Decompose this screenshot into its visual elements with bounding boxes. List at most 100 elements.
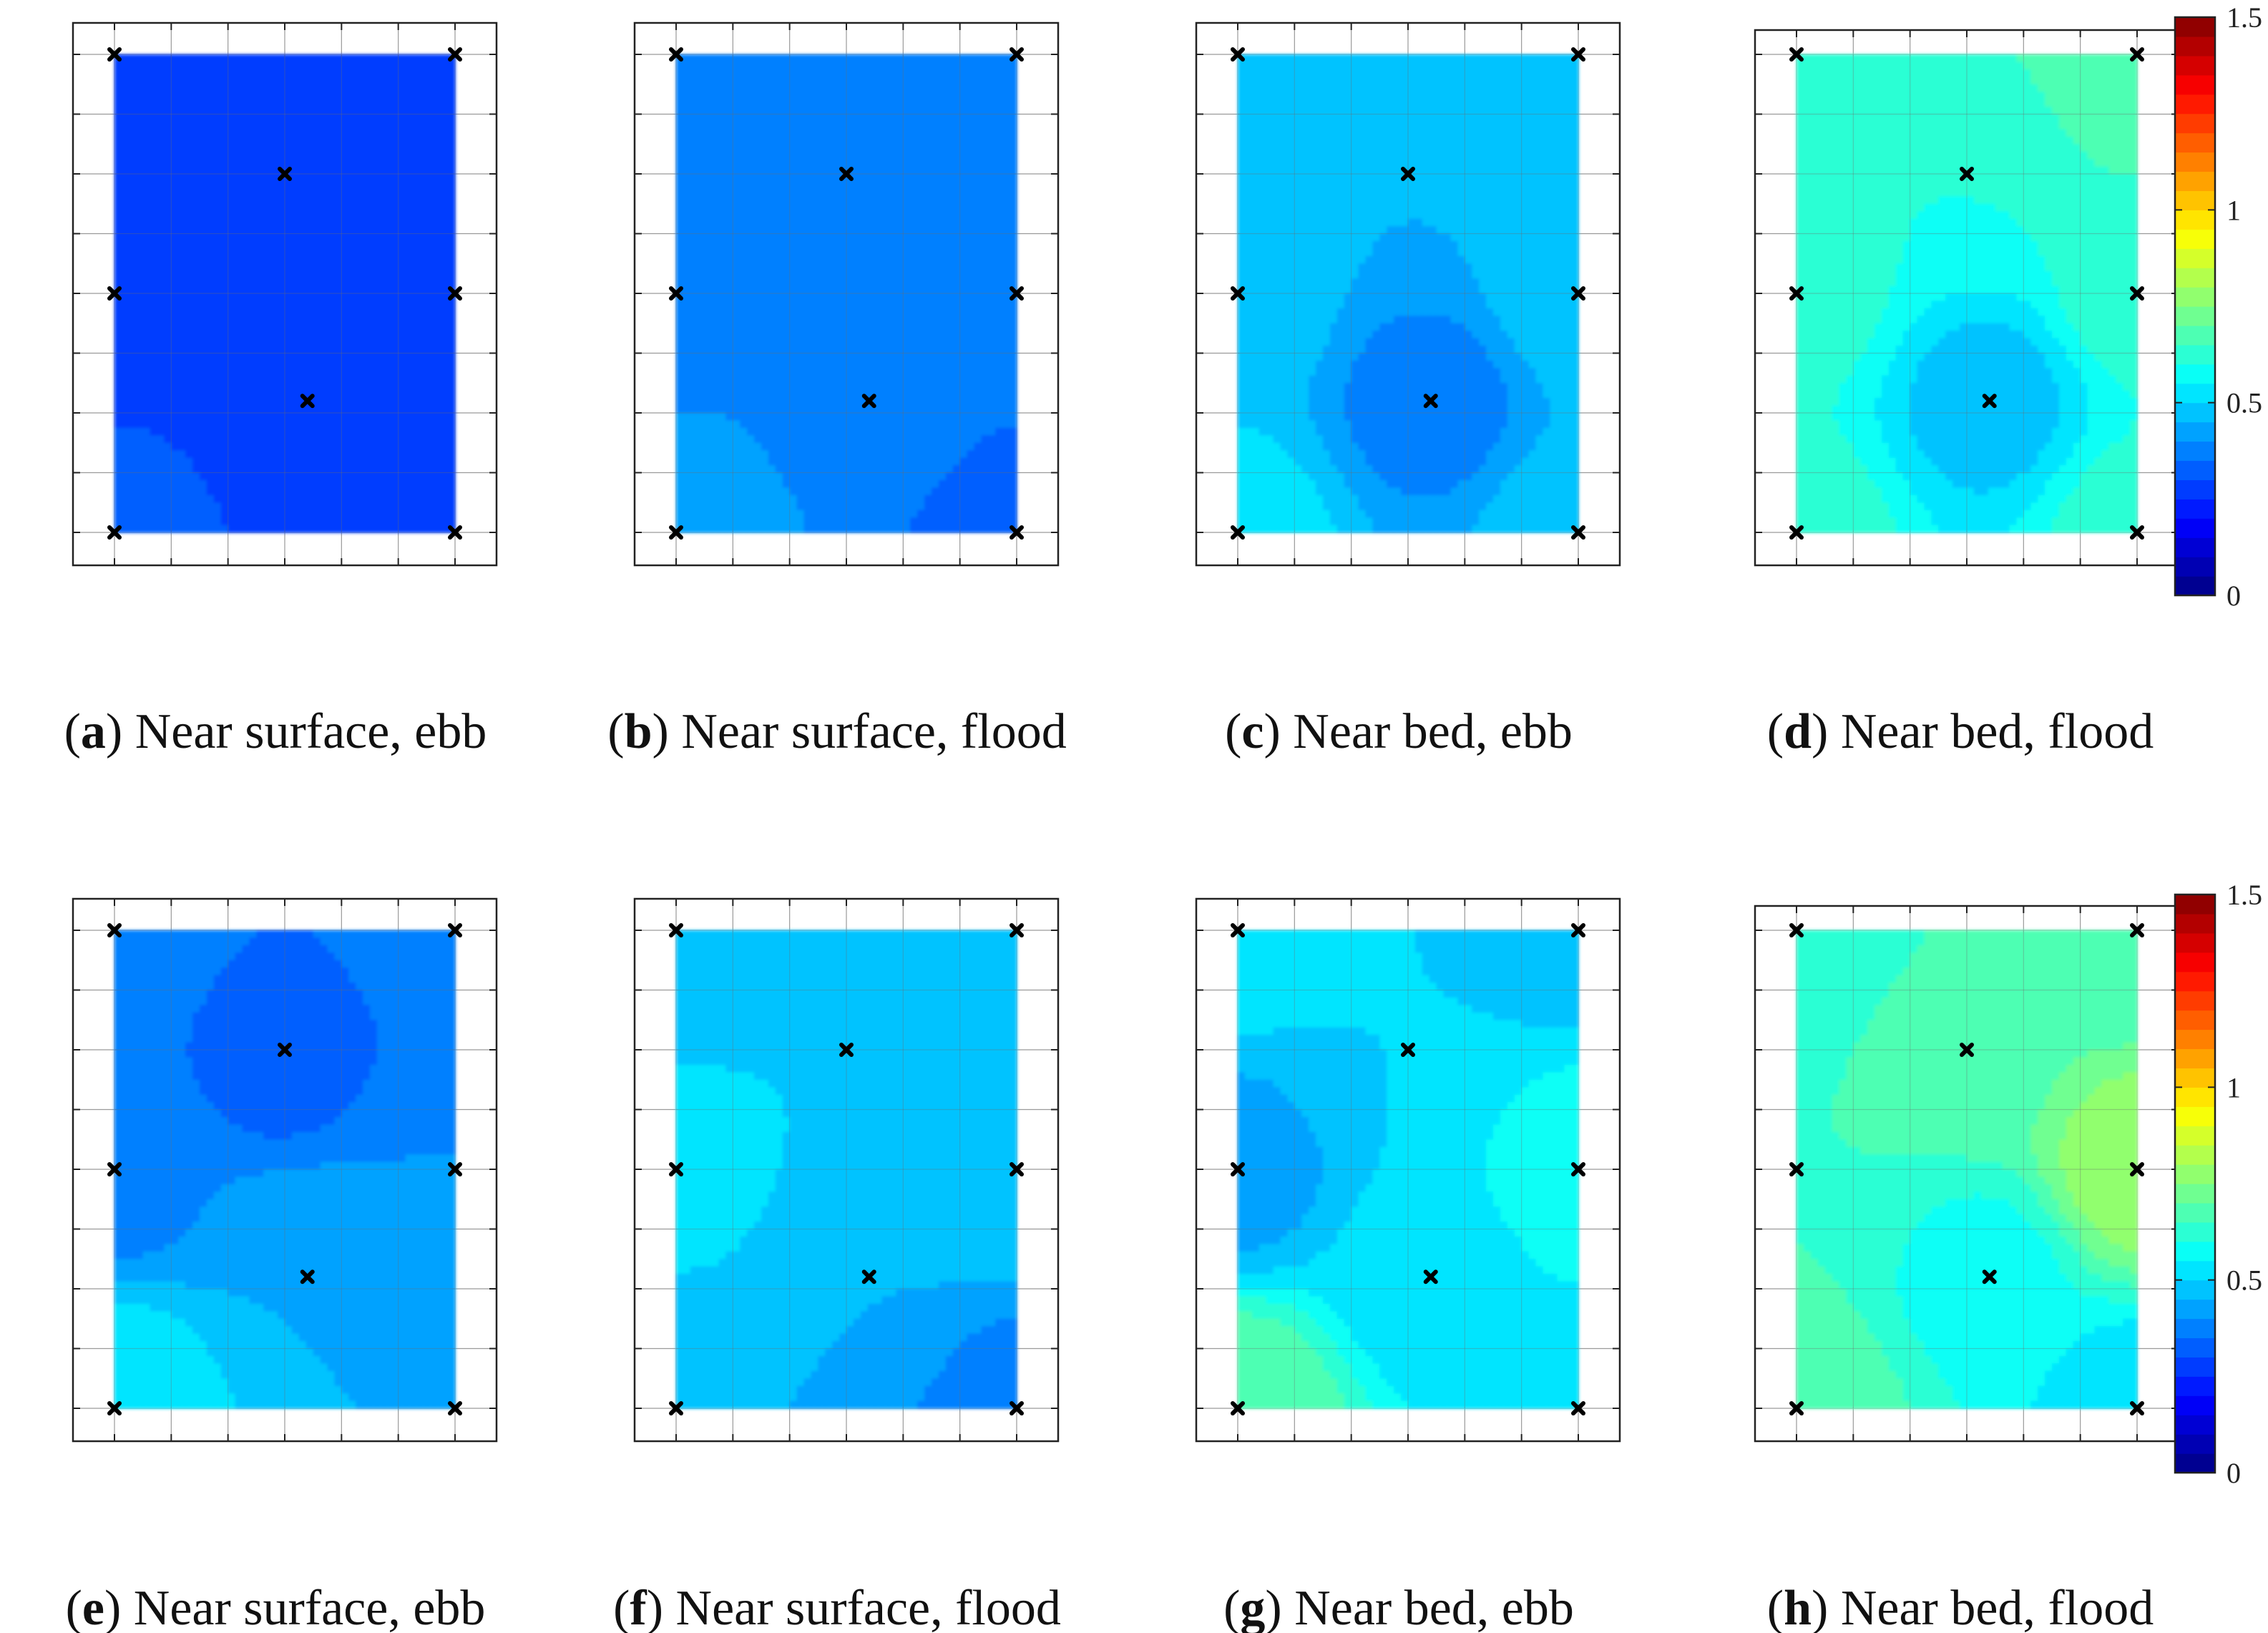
panel-letter: c — [1241, 704, 1263, 759]
colorbar-level — [2175, 479, 2215, 499]
panel-label: Near surface, ebb — [134, 1581, 486, 1633]
panel-grid-overlay — [1797, 54, 2137, 532]
sample-point-marker — [839, 1043, 854, 1057]
colorbar-level — [2175, 1434, 2215, 1454]
sample-point-marker — [1571, 923, 1585, 937]
sample-point-marker — [448, 1162, 462, 1176]
colorbar-level — [2175, 460, 2215, 480]
colorbar-level — [2175, 325, 2215, 346]
panel-letter: h — [1784, 1581, 1812, 1633]
sample-point-marker — [2130, 923, 2144, 937]
panel-caption-f: (f) Near surface, flood — [613, 1581, 1061, 1633]
colorbar-level — [2175, 952, 2215, 973]
contour-field — [1797, 54, 2138, 533]
panel-b — [633, 21, 1060, 567]
colorbar-level — [2175, 383, 2215, 404]
panel-label: Near surface, flood — [681, 704, 1066, 759]
panel-letter: a — [81, 704, 106, 759]
colorbar-level — [2175, 1318, 2215, 1339]
sample-markers — [1789, 923, 2144, 1415]
panel-letter: d — [1784, 704, 1812, 759]
panel-ticks — [73, 899, 497, 1441]
colorbar-level — [2175, 1357, 2215, 1377]
panel-ticks — [635, 23, 1058, 565]
colorbar-level — [2175, 1279, 2215, 1300]
sample-point-marker — [1789, 1401, 1804, 1415]
sample-point-marker — [448, 923, 462, 937]
colorbar-level — [2175, 932, 2215, 953]
colorbar-level — [2175, 441, 2215, 462]
sample-point-marker — [278, 1043, 292, 1057]
colorbar-level — [2175, 113, 2215, 134]
panel-caption-c: (c) Near bed, ebb — [1225, 704, 1573, 759]
contour-field — [1238, 54, 1579, 533]
sample-point-marker — [107, 1401, 122, 1415]
panel-caption-e: (e) Near surface, ebb — [66, 1581, 486, 1633]
panel-caption-g: (g) Near bed, ebb — [1223, 1581, 1574, 1633]
sample-point-marker — [1401, 1043, 1415, 1057]
panel-label: Near bed, ebb — [1294, 1581, 1574, 1633]
contour-field — [1797, 930, 2138, 1409]
sample-point-marker — [107, 923, 122, 937]
colorbar-level — [2175, 1415, 2215, 1435]
sample-point-marker — [1789, 525, 1804, 540]
colorbar-level — [2175, 1106, 2215, 1126]
panel-grid-overlay — [676, 930, 1017, 1408]
colorbar-row-1: 0 0.5 1 1.5 — [2174, 1, 2262, 612]
sample-point-marker — [1010, 286, 1024, 301]
colorbar-level — [2175, 190, 2215, 210]
colorbar-level — [2175, 268, 2215, 288]
colorbar-level — [2175, 1010, 2215, 1030]
sample-point-marker — [1010, 923, 1024, 937]
panel-letter: b — [625, 704, 652, 759]
sample-point-marker — [107, 525, 122, 540]
panel-label: Near bed, flood — [1841, 1581, 2154, 1633]
colorbar-tick-label: 1 — [2227, 194, 2241, 226]
panel-c — [1195, 21, 1621, 567]
panel-letter: e — [82, 1581, 104, 1633]
sample-point-marker — [1010, 47, 1024, 62]
colorbar-level — [2175, 576, 2215, 596]
colorbar-tick-label: 1 — [2227, 1071, 2241, 1103]
sample-markers — [1789, 47, 2144, 540]
sample-point-marker — [1789, 47, 1804, 62]
sample-point-marker — [1010, 1162, 1024, 1176]
colorbar-level — [2175, 287, 2215, 307]
sample-point-marker — [278, 167, 292, 181]
colorbar-level — [2175, 1299, 2215, 1320]
sample-markers — [1231, 47, 1585, 540]
colorbar-level — [2175, 210, 2215, 230]
colorbar-level — [2175, 364, 2215, 384]
sample-point-marker — [2130, 47, 2144, 62]
colorbar-tick-label: 1.5 — [2227, 879, 2262, 911]
colorbar-level — [2175, 402, 2215, 423]
colorbar-level — [2175, 36, 2215, 57]
panel-grid-overlay — [1797, 930, 2137, 1408]
colorbar-level — [2175, 1048, 2215, 1068]
sample-point-marker — [669, 525, 683, 540]
colorbar-level — [2175, 913, 2215, 934]
sample-point-marker — [1789, 923, 1804, 937]
panel-grid-overlay — [1238, 930, 1578, 1408]
captions-layer: (a) Near surface, ebb (b) Near surface, f… — [64, 704, 2154, 1633]
colorbar-level — [2175, 1087, 2215, 1107]
colorbar-level — [2175, 1184, 2215, 1204]
sample-point-marker — [107, 286, 122, 301]
panel-ticks — [1196, 23, 1620, 565]
sample-point-marker — [107, 1162, 122, 1176]
sample-point-marker — [1789, 286, 1804, 301]
panel-letter: f — [630, 1581, 647, 1633]
sample-point-marker — [1571, 47, 1585, 62]
colorbar-level — [2175, 1029, 2215, 1050]
panel-grid-overlay — [676, 54, 1017, 532]
colorbar-level — [2175, 990, 2215, 1011]
colorbar-level — [2175, 248, 2215, 268]
sample-point-marker — [2130, 525, 2144, 540]
sample-markers — [107, 47, 462, 540]
sample-point-marker — [448, 47, 462, 62]
sample-markers — [107, 923, 462, 1415]
panels-layer — [72, 21, 2180, 1443]
sample-point-marker — [300, 1269, 315, 1285]
sample-point-marker — [1423, 394, 1438, 409]
